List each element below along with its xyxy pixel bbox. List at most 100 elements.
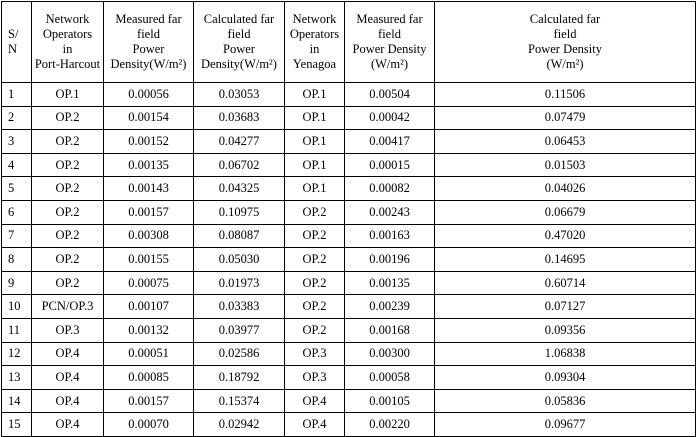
- cell-measured-ph: 0.00155: [103, 247, 194, 272]
- header-line: Power Density: [352, 42, 427, 56]
- table-row: 7 OP.2 0.00308 0.08087 OP.2 0.00163 0.47020: [1, 223, 696, 249]
- cell-operator-port-harcourt: OP.2: [31, 199, 104, 225]
- cell-measured-ph: 0.00107: [103, 294, 194, 319]
- cell-sn: 11: [1, 317, 32, 343]
- cell-measured-ph: 0.00154: [103, 105, 194, 131]
- cell-sn: 12: [1, 341, 32, 367]
- header-calculated-yen: Calculated far field Power Density (W/m²): [434, 1, 696, 83]
- cell-calculated-yen: 0.07479: [434, 105, 696, 131]
- cell-operator-port-harcourt: OP.4: [31, 341, 104, 367]
- cell-calculated-yen: 1.06838: [434, 341, 696, 367]
- cell-calculated-yen: 0.09356: [434, 317, 696, 343]
- table-row: 14 OP.4 0.00157 0.15374 OP.4 0.00105 0.05836: [1, 388, 696, 414]
- cell-measured-ph: 0.00152: [103, 129, 194, 154]
- cell-calculated-ph: 0.02586: [193, 341, 285, 367]
- cell-operator-port-harcourt: OP.3: [31, 317, 104, 343]
- cell-measured-ph: 0.00132: [103, 317, 194, 343]
- header-line: Calculated far: [203, 12, 275, 26]
- cell-operator-yenagoa: OP.1: [284, 129, 345, 154]
- cell-operator-yenagoa: OP.3: [284, 365, 345, 390]
- cell-operator-port-harcourt: OP.2: [31, 247, 104, 272]
- cell-operator-port-harcourt: OP.2: [31, 105, 104, 131]
- cell-operator-yenagoa: OP.4: [284, 388, 345, 414]
- cell-measured-yen: 0.00168: [344, 317, 435, 343]
- cell-sn: 4: [1, 152, 32, 178]
- header-line: N: [8, 42, 18, 56]
- cell-operator-yenagoa: OP.2: [284, 270, 345, 296]
- header-line: Yenagoa: [292, 57, 337, 71]
- cell-calculated-yen: 0.47020: [434, 223, 696, 249]
- cell-sn: 5: [1, 176, 32, 201]
- cell-sn: 15: [1, 412, 32, 437]
- header-line: field: [227, 27, 251, 41]
- cell-measured-yen: 0.00163: [344, 223, 435, 249]
- cell-calculated-yen: 0.60714: [434, 270, 696, 296]
- cell-measured-ph: 0.00070: [103, 412, 194, 437]
- table-row: 2 OP.2 0.00154 0.03683 OP.1 0.00042 0.07479: [1, 105, 696, 131]
- header-line: Network: [45, 12, 90, 26]
- cell-measured-yen: 0.00243: [344, 199, 435, 225]
- cell-measured-yen: 0.00220: [344, 412, 435, 437]
- cell-measured-ph: 0.00056: [103, 82, 194, 107]
- cell-calculated-ph: 0.04277: [193, 129, 285, 154]
- cell-measured-yen: 0.00300: [344, 341, 435, 367]
- cell-sn: 14: [1, 388, 32, 414]
- cell-calculated-yen: 0.04026: [434, 176, 696, 201]
- cell-calculated-ph: 0.10975: [193, 199, 285, 225]
- cell-sn: 9: [1, 270, 32, 296]
- cell-calculated-ph: 0.04325: [193, 176, 285, 201]
- header-line: Power: [223, 42, 255, 56]
- cell-operator-yenagoa: OP.2: [284, 317, 345, 343]
- table-row: 5 OP.2 0.00143 0.04325 OP.1 0.00082 0.04026: [1, 176, 696, 201]
- header-line: Operators: [42, 27, 93, 41]
- cell-calculated-yen: 0.05836: [434, 388, 696, 414]
- header-line: field: [553, 27, 577, 41]
- cell-measured-yen: 0.00015: [344, 152, 435, 178]
- cell-measured-yen: 0.00082: [344, 176, 435, 201]
- cell-measured-yen: 0.00504: [344, 82, 435, 107]
- cell-operator-port-harcourt: OP.2: [31, 152, 104, 178]
- cell-measured-ph: 0.00157: [103, 199, 194, 225]
- cell-measured-ph: 0.00143: [103, 176, 194, 201]
- cell-operator-yenagoa: OP.1: [284, 105, 345, 131]
- cell-calculated-ph: 0.02942: [193, 412, 285, 437]
- header-line: in: [309, 42, 320, 56]
- cell-operator-port-harcourt: OP.2: [31, 270, 104, 296]
- cell-operator-yenagoa: OP.2: [284, 223, 345, 249]
- table-row: 10 PCN/OP.3 0.00107 0.03383 OP.2 0.00239 0.071…: [1, 294, 696, 319]
- cell-measured-yen: 0.00105: [344, 388, 435, 414]
- cell-measured-yen: 0.00417: [344, 129, 435, 154]
- cell-measured-ph: 0.00308: [103, 223, 194, 249]
- table-row: 11 OP.3 0.00132 0.03977 OP.2 0.00168 0.09356: [1, 317, 696, 343]
- header-line: Measured far field: [356, 12, 423, 41]
- cell-measured-yen: 0.00196: [344, 247, 435, 272]
- table-row: 1 OP.1 0.00056 0.03053 OP.1 0.00504 0.11506: [1, 82, 696, 107]
- cell-measured-ph: 0.00157: [103, 388, 194, 414]
- cell-operator-yenagoa: OP.2: [284, 199, 345, 225]
- header-line: (W/m²): [370, 57, 409, 71]
- header-sn: S/N: [1, 1, 32, 83]
- cell-measured-ph: 0.00085: [103, 365, 194, 390]
- cell-calculated-ph: 0.03683: [193, 105, 285, 131]
- cell-operator-yenagoa: OP.4: [284, 412, 345, 437]
- cell-calculated-yen: 0.14695: [434, 247, 696, 272]
- cell-operator-yenagoa: OP.1: [284, 82, 345, 107]
- header-line: (W/m²): [546, 57, 584, 71]
- table-row: 15 OP.4 0.00070 0.02942 OP.4 0.00220 0.09677: [1, 412, 696, 437]
- cell-operator-port-harcourt: OP.4: [31, 388, 104, 414]
- header-line: Calculated far: [529, 12, 601, 26]
- header-row: S/N Network Operators in Port-Harcout Measure…: [1, 1, 696, 83]
- header-line: Measured far field: [115, 12, 182, 41]
- header-measured-ph: Measured far field Power Density(W/m²): [103, 1, 194, 83]
- cell-operator-yenagoa: OP.1: [284, 176, 345, 201]
- header-line: Power Density: [528, 42, 602, 56]
- table-row: 9 OP.2 0.00075 0.01973 OP.2 0.00135 0.60714: [1, 270, 696, 296]
- cell-calculated-yen: 0.09677: [434, 412, 696, 437]
- header-line: Network: [292, 12, 337, 26]
- cell-calculated-ph: 0.03053: [193, 82, 285, 107]
- header-line: in: [62, 42, 73, 56]
- cell-sn: 13: [1, 365, 32, 390]
- cell-sn: 3: [1, 129, 32, 154]
- header-operator-yenagoa: Network Operators in Yenagoa: [284, 1, 345, 83]
